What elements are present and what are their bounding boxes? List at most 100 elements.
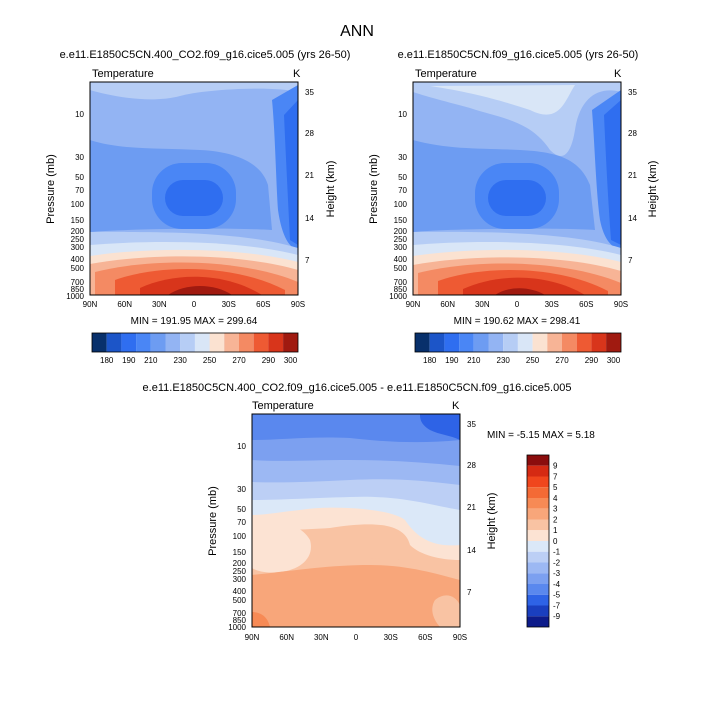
y-tick-label: 200	[233, 559, 247, 568]
contour-band	[140, 276, 262, 295]
y-axis-left: 10 30 50 70 100 150 200 250 300 400 500 …	[389, 110, 407, 301]
panel-bottom: e.e11.E1850C5CN.400_CO2.f09_g16.cice5.00…	[143, 382, 596, 642]
colorbar-label: 180	[423, 356, 437, 365]
colorbar-swatch	[527, 551, 549, 563]
colorbar-swatch	[527, 508, 549, 520]
colorbar-swatch	[180, 333, 195, 352]
colorbar-swatch	[150, 333, 166, 352]
y-tick-label: 300	[394, 243, 408, 252]
y-tick-label: 700	[71, 278, 85, 287]
y-tick-label: 50	[75, 173, 84, 182]
y-tick-label: 30	[75, 153, 84, 162]
panel-title: e.e11.E1850C5CN.400_CO2.f09_g16.cice5.00…	[60, 49, 351, 61]
colorbar-label: 4	[553, 494, 558, 503]
colorbar-swatch	[527, 476, 549, 488]
x-tick-label: 30S	[222, 300, 236, 309]
y-tick-label: 50	[398, 173, 407, 182]
height-tick-label: 14	[628, 214, 637, 223]
colorbar-swatch	[444, 333, 460, 352]
height-tick-label: 28	[628, 129, 637, 138]
height-tick-label: 28	[305, 129, 314, 138]
colorbar-label: 270	[555, 356, 569, 365]
colorbar-swatch	[547, 333, 562, 352]
contour-band	[284, 100, 298, 245]
x-tick-label: 30S	[545, 300, 559, 309]
colorbar-label: 210	[144, 356, 158, 365]
y-axis-right: 35 28 21 14 7	[305, 88, 314, 265]
y-tick-label: 500	[394, 264, 408, 273]
x-axis: 90N 60N 30N 0 30S 60S 90S	[83, 300, 305, 309]
y-tick-label: 700	[233, 609, 247, 618]
colorbar-label: 9	[553, 462, 558, 471]
min-max-stats: MIN = 190.62 MAX = 298.41	[454, 316, 581, 327]
colorbar-swatch	[106, 333, 122, 352]
height-tick-label: 7	[305, 256, 310, 265]
colorbar-label: 5	[553, 483, 558, 492]
colorbar-swatch	[517, 333, 533, 352]
height-tick-label: 21	[305, 171, 314, 180]
y-tick-label: 1000	[66, 292, 84, 301]
y-tick-label: 70	[75, 186, 84, 195]
contour-band	[252, 522, 311, 573]
x-tick-label: 60S	[256, 300, 270, 309]
y-tick-label: 850	[233, 616, 247, 625]
x-tick-label: 60N	[440, 300, 455, 309]
colorbar-label: 190	[122, 356, 136, 365]
colorbar-label: -1	[553, 548, 561, 557]
contour-band	[252, 612, 270, 627]
colorbar-label: 230	[174, 356, 188, 365]
y-axis-right: 35 28 21 14 7	[467, 420, 476, 597]
y-tick-label: 50	[237, 505, 246, 514]
colorbar-label: 290	[262, 356, 276, 365]
height-tick-label: 28	[467, 461, 476, 470]
x-tick-label: 90N	[406, 300, 421, 309]
y-tick-label: 400	[71, 255, 85, 264]
colorbar-swatch	[527, 530, 549, 541]
variable-label: Temperature	[92, 68, 154, 80]
panel-title: e.e11.E1850C5CN.400_CO2.f09_g16.cice5.00…	[143, 382, 572, 394]
y-tick-label: 70	[237, 518, 246, 527]
y-tick-label: 850	[71, 285, 85, 294]
contour-band	[165, 180, 223, 216]
colorbar-swatch	[224, 333, 239, 352]
colorbar-label: 190	[445, 356, 459, 365]
y-tick-label: 850	[394, 285, 408, 294]
contour-band	[413, 82, 621, 156]
contour-band	[168, 286, 232, 295]
variable-label: Temperature	[252, 400, 314, 412]
colorbar: 180 190 210 230 250 270 290 300	[91, 332, 299, 365]
colorbar-label: -5	[553, 591, 561, 600]
colorbar-label: -9	[553, 612, 561, 621]
y-axis-label: Pressure (mb)	[368, 154, 380, 224]
panel-top-right: e.e11.E1850C5CN.f09_g16.cice5.005 (yrs 2…	[368, 49, 659, 365]
x-tick-label: 60N	[117, 300, 132, 309]
contour-band	[463, 277, 585, 295]
height-tick-label: 14	[305, 214, 314, 223]
colorbar-swatch	[459, 333, 474, 352]
contour-band	[430, 85, 575, 115]
y-tick-label: 150	[394, 216, 408, 225]
y-tick-label: 250	[394, 235, 408, 244]
contour-band	[604, 100, 621, 245]
colorbar-swatch	[562, 333, 577, 352]
x-tick-label: 60S	[579, 300, 593, 309]
colorbar-swatch	[473, 333, 489, 352]
y-tick-label: 250	[233, 567, 247, 576]
colorbar-swatch	[253, 333, 269, 352]
colorbar-swatch	[527, 541, 549, 552]
y-tick-label: 300	[233, 575, 247, 584]
colorbar-swatch	[488, 333, 504, 352]
y-axis-label: Pressure (mb)	[207, 486, 219, 556]
y-tick-label: 150	[71, 216, 85, 225]
colorbar-label: 300	[607, 356, 621, 365]
x-axis: 90N 60N 30N 0 30S 60S 90S	[406, 300, 628, 309]
colorbar-swatch	[121, 333, 137, 352]
colorbar-swatch	[429, 333, 445, 352]
colorbar-label: 230	[497, 356, 511, 365]
min-max-stats: MIN = 191.95 MAX = 299.64	[131, 316, 258, 327]
colorbar-swatch	[527, 519, 549, 531]
plot-frame	[89, 81, 299, 296]
y-tick-label: 500	[233, 596, 247, 605]
colorbar-label: 7	[553, 472, 558, 481]
